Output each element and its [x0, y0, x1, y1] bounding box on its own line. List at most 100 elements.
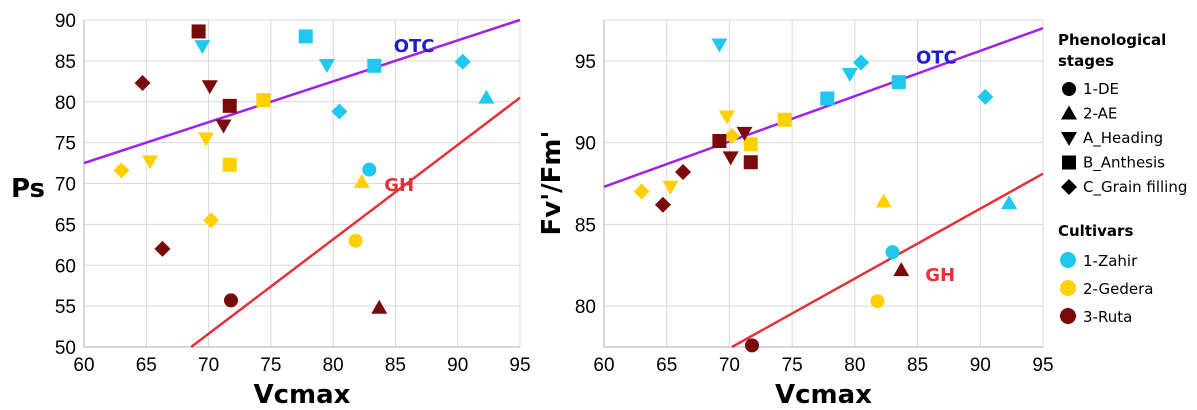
x-tick-label: 75	[260, 355, 281, 376]
data-point-ruta-triangle-down	[722, 151, 739, 166]
x-tick-label: 60	[73, 355, 94, 376]
y-tick-label: 90	[55, 11, 76, 32]
legend-stage-label: 1-DE	[1083, 80, 1119, 98]
data-point-gedera-diamond	[113, 162, 130, 179]
legend-stages-title-line2: stages	[1058, 52, 1114, 70]
fit-line-otc	[83, 18, 521, 165]
x-tick-label: 65	[136, 355, 157, 376]
fit-label-gh: GH	[384, 175, 414, 196]
x-tick-label: 65	[656, 355, 677, 376]
x-tick-label: 70	[719, 355, 740, 376]
data-point-ruta-triangle-down	[201, 80, 218, 95]
x-axis-label: Vcmax	[775, 380, 872, 410]
data-point-gedera-circle	[870, 294, 885, 309]
fit-label-otc: OTC	[916, 48, 957, 69]
x-tick-label: 75	[782, 355, 803, 376]
y-tick-label: 80	[55, 93, 76, 114]
legend-stage-label: 2-AE	[1083, 105, 1117, 123]
data-point-zahir-diamond	[454, 53, 471, 70]
y-tick-label: 80	[575, 297, 596, 318]
data-point-ruta-triangle-down	[736, 126, 753, 141]
data-point-ruta-square	[712, 133, 727, 148]
data-point-gedera-diamond	[633, 183, 650, 200]
data-points	[633, 38, 1018, 353]
data-point-gedera-square	[743, 137, 758, 152]
legend-cultivar-label: 3-Ruta	[1083, 308, 1132, 326]
legend-marker-circle	[1062, 82, 1076, 96]
data-point-zahir-circle	[362, 162, 377, 177]
data-point-zahir-triangle-down	[318, 58, 335, 73]
y-tick-label: 60	[55, 256, 76, 277]
data-point-ruta-diamond	[675, 164, 692, 181]
data-point-zahir-circle	[885, 245, 900, 260]
data-point-zahir-triangle-down	[841, 67, 858, 82]
legend-marker-diamond	[1061, 179, 1077, 195]
data-point-gedera-square	[256, 93, 271, 108]
data-point-ruta-triangle-up	[893, 262, 910, 277]
data-point-gedera-triangle-up	[875, 193, 892, 208]
fit-line-gh	[731, 172, 1044, 349]
y-tick-label: 65	[55, 215, 76, 236]
data-point-gedera-triangle-down	[142, 155, 159, 170]
data-point-ruta-square	[222, 98, 237, 113]
legend-cultivar-label: 2-Gedera	[1083, 280, 1153, 298]
legend-swatch-gedera	[1060, 280, 1076, 296]
data-point-gedera-triangle-down	[718, 110, 735, 125]
data-point-gedera-triangle-down	[198, 132, 215, 147]
data-points	[113, 24, 495, 314]
data-point-ruta-diamond	[654, 196, 671, 213]
data-point-zahir-square	[820, 91, 835, 106]
data-point-gedera-diamond	[203, 212, 220, 229]
x-tick-label: 90	[447, 355, 468, 376]
data-point-zahir-triangle-up	[478, 89, 495, 104]
legend: Phenological stages 1-DE 2-AE A_Heading B_A…	[1058, 31, 1187, 326]
data-point-zahir-square	[367, 58, 382, 73]
data-point-gedera-circle	[348, 233, 363, 248]
y-tick-label: 50	[55, 338, 76, 359]
data-point-ruta-circle	[745, 338, 760, 353]
data-point-zahir-diamond	[331, 103, 348, 120]
data-point-ruta-circle	[223, 293, 238, 308]
legend-marker-triangle-up	[1061, 105, 1077, 120]
x-tick-label: 85	[385, 355, 406, 376]
y-tick-label: 95	[575, 52, 596, 73]
legend-marker-square	[1062, 155, 1076, 170]
y-tick-label: 55	[55, 297, 76, 318]
x-tick-label: 95	[1032, 355, 1053, 376]
x-tick-label: 80	[323, 355, 344, 376]
data-point-zahir-square	[298, 29, 313, 44]
y-tick-label: 70	[55, 175, 76, 196]
x-tick-label: 95	[509, 355, 530, 376]
data-point-gedera-diamond	[723, 128, 740, 145]
data-point-ruta-diamond	[134, 74, 151, 91]
chart-ps-vs-vcmax: 60 65 70 75 80 85 90 95 50 55 60 65 70 75 80 85 90 Vcmax P…	[11, 11, 531, 410]
legend-stages-list: 1-DE 2-AE A_Heading B_Anthesis C_Grain filli…	[1061, 80, 1187, 197]
x-tick-label: 70	[198, 355, 219, 376]
data-point-zahir-diamond	[853, 54, 870, 71]
x-tick-label: 90	[970, 355, 991, 376]
gridlines	[83, 19, 521, 348]
data-point-ruta-triangle-down	[215, 119, 232, 134]
y-tick-label: 75	[55, 134, 76, 155]
data-point-ruta-square	[191, 24, 206, 39]
data-point-zahir-triangle-down	[711, 38, 728, 53]
legend-stage-label: A_Heading	[1083, 129, 1163, 148]
legend-cultivars-list: 1-Zahir 2-Gedera 3-Ruta	[1060, 252, 1153, 326]
data-point-gedera-square	[222, 157, 237, 172]
x-tick-label: 80	[844, 355, 865, 376]
data-point-zahir-square	[891, 75, 906, 90]
fit-line-gh	[190, 96, 521, 348]
legend-stage-label: B_Anthesis	[1083, 154, 1165, 173]
data-point-ruta-triangle-up	[371, 299, 388, 314]
y-tick-label: 85	[55, 52, 76, 73]
legend-swatch-zahir	[1060, 252, 1076, 268]
data-point-ruta-square	[743, 155, 758, 170]
y-tick-label: 90	[575, 134, 596, 155]
chart-fvfm-vs-vcmax: 60 65 70 75 80 85 90 95 80 85 90 95 Vcmax Fv'/Fm' OTC G…	[537, 19, 1054, 410]
y-axis-label: Fv'/Fm'	[537, 131, 567, 236]
data-point-zahir-triangle-down	[194, 40, 211, 55]
legend-marker-triangle-down	[1061, 132, 1077, 146]
data-point-zahir-triangle-up	[1001, 195, 1018, 210]
fit-line-otc	[603, 26, 1044, 188]
